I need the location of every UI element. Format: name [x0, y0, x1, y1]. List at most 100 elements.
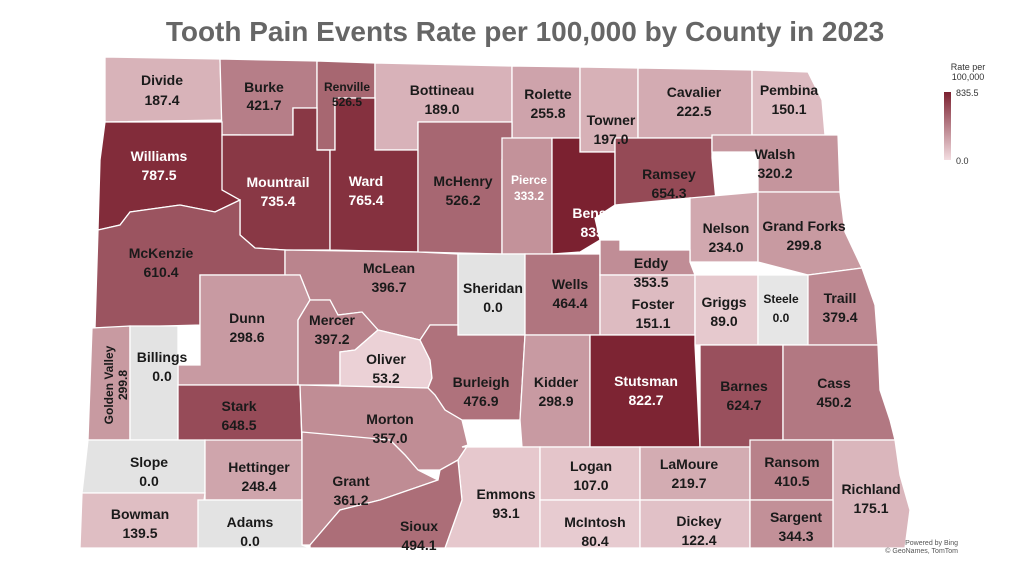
county-name-richland: Richland: [841, 481, 900, 497]
county-name-wells: Wells: [552, 276, 589, 292]
county-value-lamoure: 219.7: [671, 475, 706, 491]
county-name-sargent: Sargent: [770, 509, 822, 525]
county-value-sioux: 494.1: [401, 537, 436, 553]
county-stutsman: [589, 334, 701, 448]
county-divide: [104, 56, 223, 123]
map-title: Tooth Pain Events Rate per 100,000 by Co…: [165, 16, 885, 47]
credit-line-1: Powered by Bing: [905, 540, 958, 547]
county-name-cavalier: Cavalier: [667, 84, 722, 100]
county-value-mcintosh: 80.4: [581, 533, 608, 549]
county-name-mountrail: Mountrail: [247, 174, 310, 190]
county-name-goldenvalley: Golden Valley: [102, 345, 116, 424]
county-name-pembina: Pembina: [760, 82, 819, 98]
county-value-mckenzie: 610.4: [143, 264, 178, 280]
county-shapes: [79, 56, 911, 549]
county-name-dunn: Dunn: [229, 310, 265, 326]
county-value-ward: 765.4: [348, 192, 383, 208]
county-value-ramsey: 654.3: [651, 185, 686, 201]
county-value-richland: 175.1: [853, 500, 888, 516]
county-value-emmons: 93.1: [492, 505, 519, 521]
map-credit: Powered by Bing © GeoNames, TomTom: [862, 540, 958, 556]
county-kidder: [519, 334, 591, 448]
county-name-stutsman: Stutsman: [614, 373, 678, 389]
county-adams: [197, 499, 311, 549]
county-walsh: [711, 134, 841, 193]
county-value-burke: 421.7: [246, 97, 281, 113]
county-name-sioux: Sioux: [400, 518, 438, 534]
county-value-foster: 151.1: [635, 315, 670, 331]
county-value-pierce: 333.2: [514, 189, 544, 203]
county-value-traill: 379.4: [822, 309, 857, 325]
county-value-stark: 648.5: [221, 417, 256, 433]
county-name-emmons: Emmons: [476, 486, 535, 502]
county-value-slope: 0.0: [139, 473, 159, 489]
county-value-williams: 787.5: [141, 167, 176, 183]
county-name-logan: Logan: [570, 458, 612, 474]
county-name-bowman: Bowman: [111, 506, 169, 522]
county-cass: [782, 344, 896, 441]
county-pembina: [751, 69, 826, 136]
county-name-slope: Slope: [130, 454, 168, 470]
county-value-burleigh: 476.9: [463, 393, 498, 409]
county-label-goldenvalley: Golden Valley 299.8: [102, 345, 130, 424]
legend-min-value: 0.0: [956, 156, 969, 166]
county-value-divide: 187.4: [144, 92, 179, 108]
county-value-benson: 835.5: [580, 224, 615, 240]
county-name-mclean: McLean: [363, 260, 415, 276]
county-name-rolette: Rolette: [524, 86, 572, 102]
county-value-sargent: 344.3: [778, 528, 813, 544]
county-name-towner: Towner: [587, 112, 636, 128]
county-name-sheridan: Sheridan: [463, 280, 523, 296]
legend-gradient-bar: [944, 92, 951, 160]
county-value-cavalier: 222.5: [676, 103, 711, 119]
county-name-divide: Divide: [141, 72, 183, 88]
county-name-cass: Cass: [817, 375, 851, 391]
county-value-sheridan: 0.0: [483, 299, 503, 315]
county-value-griggs: 89.0: [710, 313, 737, 329]
county-value-adams: 0.0: [240, 533, 260, 549]
county-value-nelson: 234.0: [708, 239, 743, 255]
county-value-renville: 526.5: [332, 95, 362, 109]
county-sargent: [749, 499, 834, 549]
county-name-morton: Morton: [366, 411, 413, 427]
county-barnes: [699, 344, 784, 448]
county-name-lamoure: LaMoure: [660, 456, 719, 472]
legend: Rate per 100,000 835.5 0.0: [938, 62, 998, 166]
county-value-grandforks: 299.8: [786, 237, 821, 253]
county-name-grandforks: Grand Forks: [762, 218, 845, 234]
county-value-wells: 464.4: [552, 295, 587, 311]
county-steele: [757, 274, 809, 346]
county-sioux: [309, 458, 463, 549]
county-value-walsh: 320.2: [757, 165, 792, 181]
county-name-renville: Renville: [324, 80, 370, 94]
county-name-oliver: Oliver: [366, 351, 406, 367]
county-value-kidder: 298.9: [538, 393, 573, 409]
county-name-williams: Williams: [131, 148, 188, 164]
county-value-mchenry: 526.2: [445, 192, 480, 208]
county-name-eddy: Eddy: [634, 255, 668, 271]
county-name-steele: Steele: [763, 292, 799, 306]
county-value-ransom: 410.5: [774, 473, 809, 489]
county-value-oliver: 53.2: [372, 370, 399, 386]
county-value-eddy: 353.5: [633, 274, 668, 290]
county-stark: [177, 384, 303, 446]
county-name-ward: Ward: [349, 173, 383, 189]
county-rolette: [511, 65, 581, 139]
county-value-bottineau: 189.0: [424, 101, 459, 117]
county-value-billings: 0.0: [152, 368, 172, 384]
county-value-steele: 0.0: [773, 311, 790, 325]
county-value-grant: 361.2: [333, 492, 368, 508]
county-ward: [317, 97, 419, 253]
county-traill: [807, 267, 879, 346]
county-name-walsh: Walsh: [755, 146, 796, 162]
county-name-burleigh: Burleigh: [453, 374, 510, 390]
county-name-barnes: Barnes: [720, 378, 768, 394]
county-value-dickey: 122.4: [681, 532, 716, 548]
legend-title-line1: Rate per: [950, 62, 986, 72]
county-value-mountrail: 735.4: [260, 193, 295, 209]
county-name-mckenzie: McKenzie: [129, 245, 194, 261]
county-name-pierce: Pierce: [511, 173, 547, 187]
county-name-ransom: Ransom: [764, 454, 819, 470]
